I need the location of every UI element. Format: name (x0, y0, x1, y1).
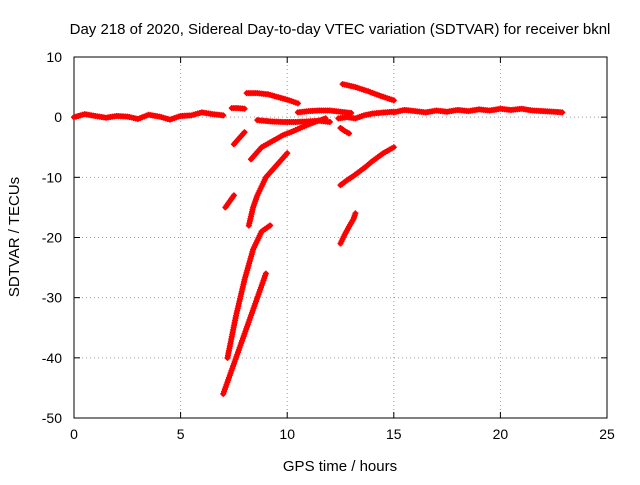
data-point (284, 150, 291, 157)
series-track-n (337, 144, 397, 189)
data-point (390, 108, 397, 115)
series-track-h (243, 90, 301, 107)
data-point (390, 144, 397, 151)
series-track-l (335, 108, 397, 122)
data-point (294, 100, 301, 107)
series-track-k (337, 124, 353, 137)
series-track-a (220, 270, 269, 397)
y-tick-label: -20 (42, 230, 62, 246)
axes: 0 5 10 15 20 25 -50 -40 -30 -20 -10 0 10 (42, 49, 615, 442)
data-point (241, 105, 248, 112)
data-series (71, 81, 566, 397)
data-point (230, 192, 237, 199)
x-tick-label: 0 (70, 426, 78, 442)
series-track-j (294, 107, 355, 116)
x-tick-label: 25 (599, 426, 615, 442)
series-track-i (254, 117, 333, 125)
series-track-f (230, 129, 248, 148)
data-point (390, 97, 397, 104)
data-point (220, 112, 227, 119)
series-track-e (222, 192, 237, 211)
x-axis-label: GPS time / hours (283, 458, 397, 475)
y-tick-label: -30 (42, 290, 62, 306)
series-baseline (71, 109, 227, 123)
series-track-m (339, 81, 397, 104)
data-point (352, 210, 359, 217)
data-point (326, 118, 333, 125)
y-tick-label: -10 (42, 169, 62, 185)
x-tick-label: 5 (177, 426, 185, 442)
series-track-o (337, 210, 359, 247)
data-point (262, 270, 269, 277)
y-tick-label: -50 (42, 410, 62, 426)
y-axis-label: SDTVAR / TECUs (6, 177, 23, 297)
y-tick-label: 10 (46, 49, 62, 65)
y-tick-label: 0 (54, 109, 62, 125)
grid (74, 57, 607, 418)
y-tick-label: -40 (42, 350, 62, 366)
data-point (346, 130, 353, 137)
x-tick-label: 15 (386, 426, 402, 442)
data-point (267, 222, 274, 229)
data-point (241, 129, 248, 136)
x-tick-label: 10 (279, 426, 295, 442)
data-point (559, 109, 566, 116)
chart-title: Day 218 of 2020, Sidereal Day-to-day VTE… (70, 21, 611, 38)
series-track-c (245, 150, 291, 229)
x-tick-label: 20 (493, 426, 509, 442)
series-track-g (228, 105, 248, 112)
series-track-b (224, 222, 274, 361)
